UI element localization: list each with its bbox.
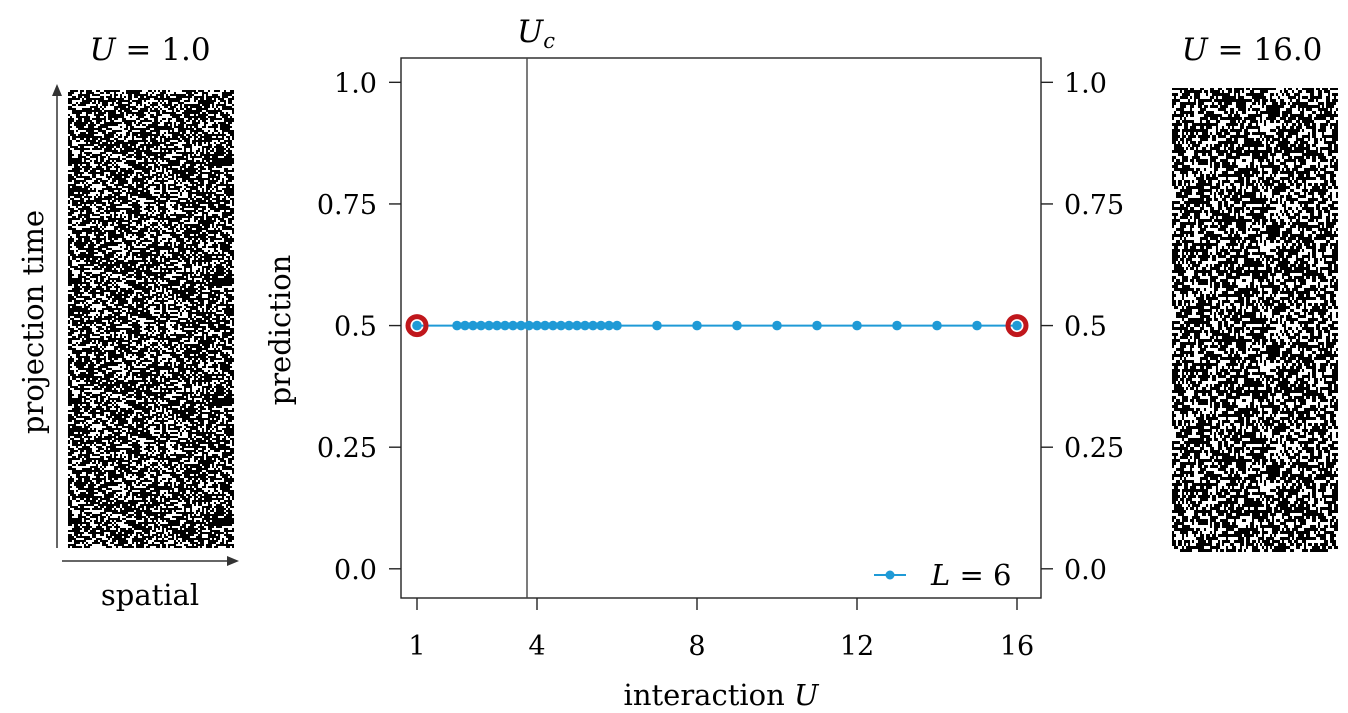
y-tick-label-left: 0.0	[334, 555, 377, 586]
left-title-value: = 1.0	[116, 32, 211, 68]
data-point	[732, 320, 742, 331]
y-axis-label: prediction	[263, 255, 297, 406]
y-tick-label-left: 0.25	[317, 433, 377, 464]
y-tick-label-left: 1.0	[334, 68, 377, 99]
right-panel-title: U = 16.0	[1182, 32, 1323, 68]
legend: L = 6	[874, 558, 1011, 592]
x-tick-label: 16	[1000, 631, 1034, 662]
right-title-var: U	[1182, 32, 1209, 68]
data-point	[588, 320, 598, 331]
spatial-label: spatial	[101, 578, 199, 612]
chart-marks: 0.0 0.0 0.25 0.25 0.5 0.5 0.75 0.75 1.0 1.0 1 4 8 12 1…	[317, 58, 1124, 662]
data-point	[500, 320, 510, 331]
projection-time-label: projection time	[16, 210, 50, 434]
data-point	[1012, 320, 1022, 331]
right-configuration-image	[1172, 88, 1338, 552]
left-configuration-image	[68, 90, 234, 548]
left-panel-title: U = 1.0	[89, 32, 210, 68]
data-point	[580, 320, 590, 331]
data-point	[772, 320, 782, 331]
right-title-value: = 16.0	[1208, 32, 1323, 68]
plot-frame	[400, 57, 1042, 599]
y-tick-label-right: 1.0	[1064, 68, 1107, 99]
data-point	[492, 320, 502, 331]
data-point	[556, 320, 566, 331]
data-point	[564, 320, 574, 331]
x-axis-label-text: interaction	[624, 678, 794, 712]
critical-label: Uc	[517, 14, 555, 53]
y-tick-label-right: 0.0	[1064, 555, 1107, 586]
legend-marker	[885, 570, 895, 580]
x-axis-label: interaction U	[624, 678, 820, 712]
data-point	[932, 320, 942, 331]
critical-label-var: U	[517, 14, 544, 50]
x-tick-label: 1	[408, 631, 425, 662]
spatial-arrowhead	[227, 556, 239, 566]
data-point	[452, 320, 462, 331]
data-point	[540, 320, 550, 331]
legend-label: L = 6	[930, 558, 1011, 592]
data-point	[468, 320, 478, 331]
data-point	[476, 320, 486, 331]
y-tick-label-right: 0.75	[1064, 190, 1124, 221]
legend-var: L	[930, 558, 950, 592]
y-tick-label-right: 0.5	[1064, 312, 1107, 343]
data-point	[852, 320, 862, 331]
left-panel: U = 1.0 projection time spatial	[16, 32, 239, 612]
x-tick-label: 12	[840, 631, 874, 662]
data-point	[892, 320, 902, 331]
data-point	[508, 320, 518, 331]
data-point	[548, 320, 558, 331]
data-point	[412, 320, 422, 331]
y-tick-label-left: 0.75	[317, 190, 377, 221]
y-tick-label-left: 0.5	[334, 312, 377, 343]
highlight-marker	[405, 314, 429, 338]
chart: 0.0 0.0 0.25 0.25 0.5 0.5 0.75 0.75 1.0 1.0 1 4 8 12 1…	[263, 14, 1124, 712]
data-point	[572, 320, 582, 331]
data-point	[604, 320, 614, 331]
data-point	[652, 320, 662, 331]
data-point	[612, 320, 622, 331]
highlight-marker	[1005, 314, 1029, 338]
data-point	[596, 320, 606, 331]
data-point	[972, 320, 982, 331]
x-tick-label: 8	[688, 631, 705, 662]
data-point	[484, 320, 494, 331]
right-panel: U = 16.0	[1172, 32, 1338, 552]
data-point	[692, 320, 702, 331]
data-point	[516, 320, 526, 331]
data-point	[812, 320, 822, 331]
data-point	[532, 320, 542, 331]
x-axis-label-var: U	[794, 678, 820, 712]
x-tick-label: 4	[528, 631, 545, 662]
projection-time-arrowhead	[52, 84, 62, 96]
data-point	[524, 320, 534, 331]
legend-value: = 6	[950, 558, 1011, 592]
data-point	[460, 320, 470, 331]
critical-label-sub: c	[543, 29, 555, 53]
y-tick-label-right: 0.25	[1064, 433, 1124, 464]
left-title-var: U	[89, 32, 116, 68]
